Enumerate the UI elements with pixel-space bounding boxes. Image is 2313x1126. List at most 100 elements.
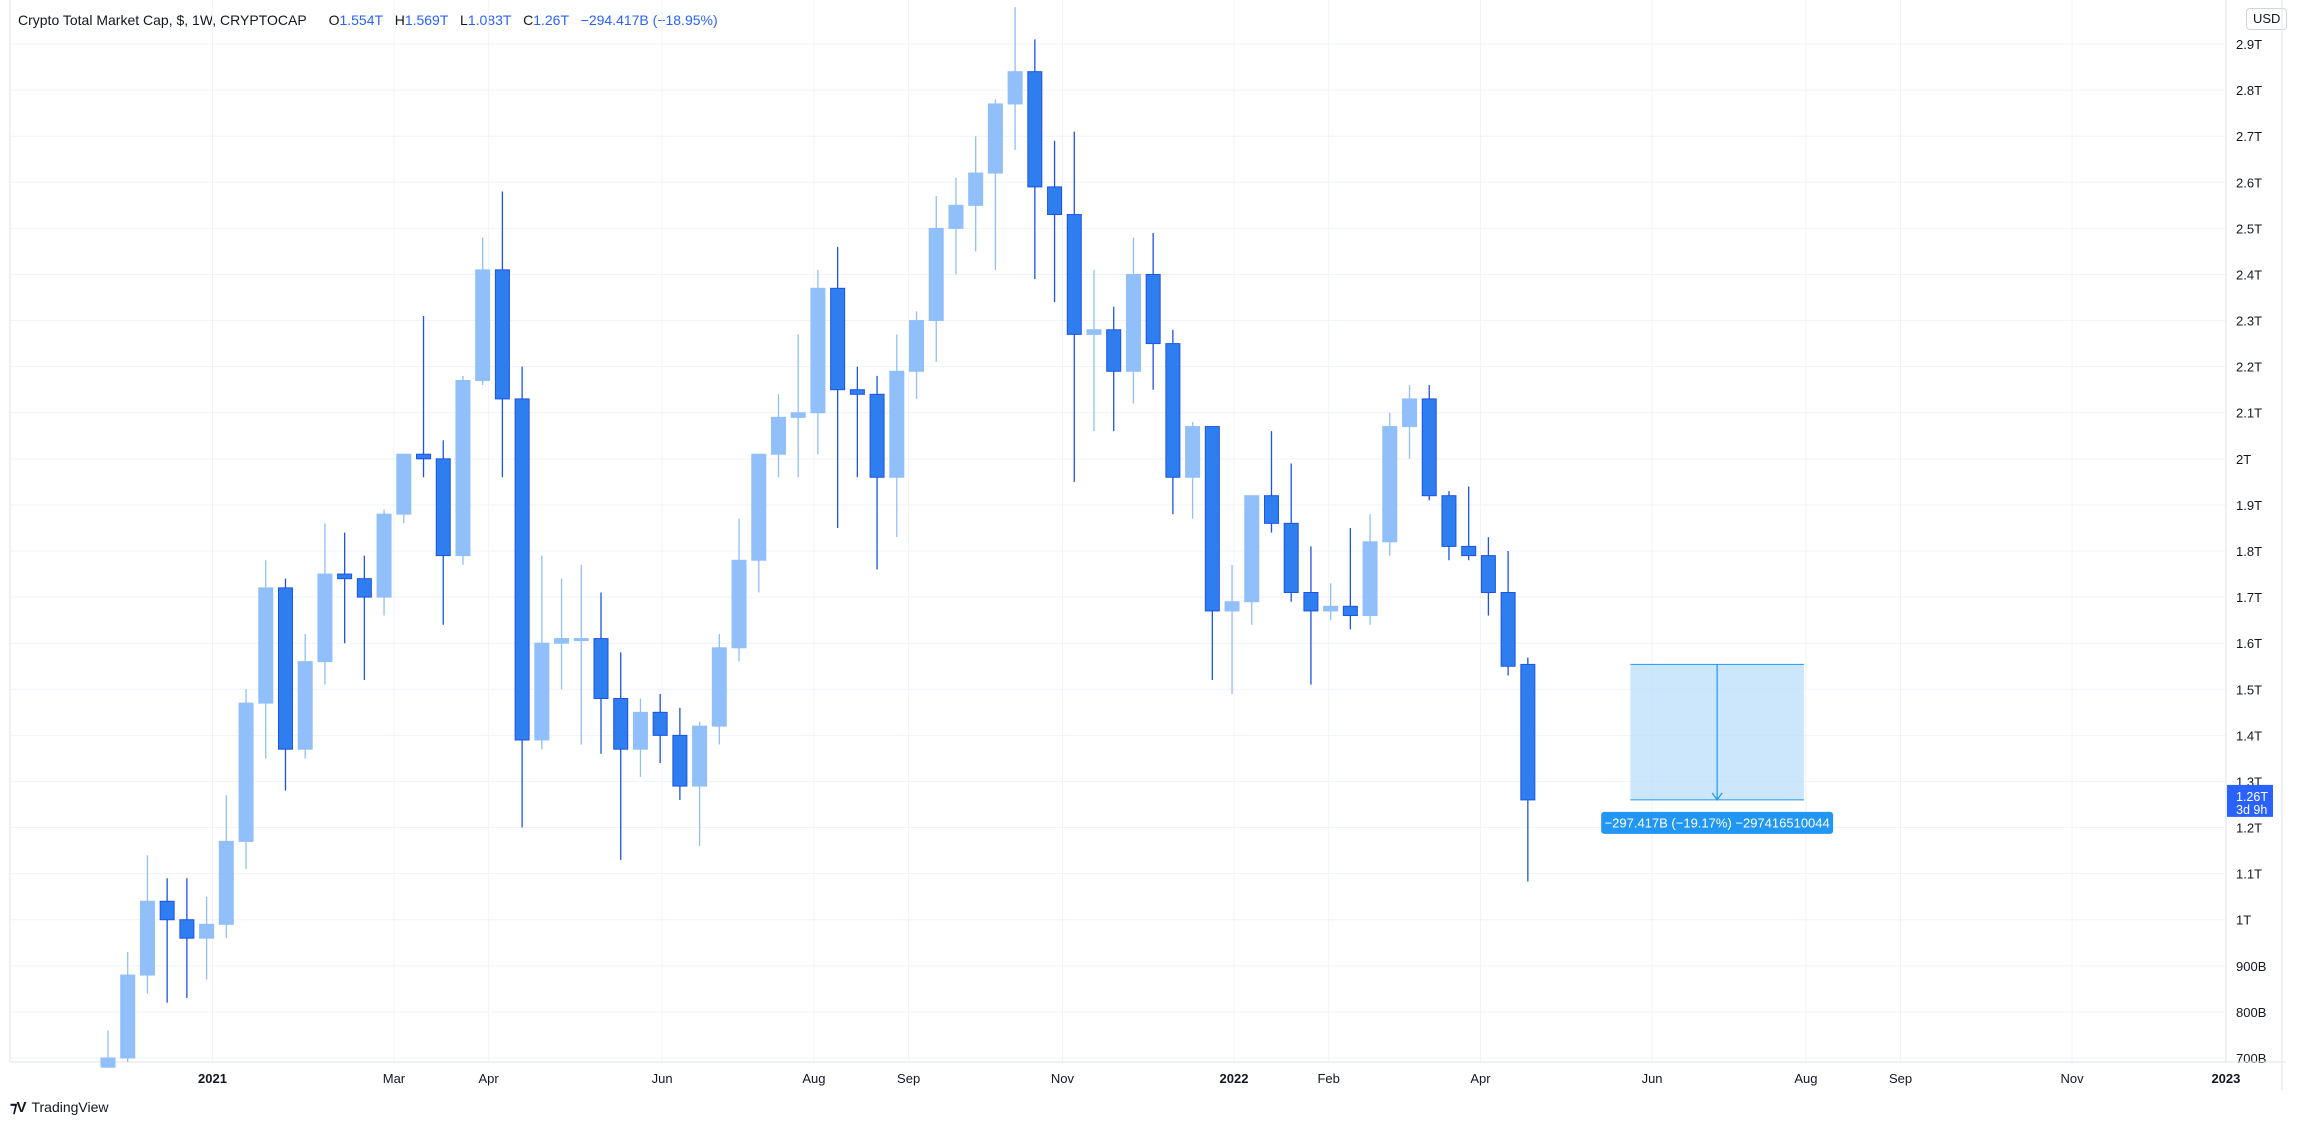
x-tick-label: Apr — [1470, 1071, 1491, 1086]
candle-body — [1520, 663, 1536, 801]
candle-body — [139, 900, 155, 976]
candle-body — [554, 638, 570, 644]
candle-body — [1382, 426, 1398, 543]
candle-body — [1165, 343, 1181, 478]
candle-body — [1480, 555, 1496, 593]
y-tick-label: 2.4T — [2236, 267, 2262, 282]
candle-body — [258, 587, 274, 704]
candlestick-chart[interactable]: 2.9T 2.8T 2.7T 2.6T 2.5T 2.4T 2.3T 2.2T 2.1T 2T 1.… — [0, 0, 2313, 1090]
candle-body — [1342, 605, 1358, 617]
y-tick-label: 1.4T — [2236, 728, 2262, 743]
chart-legend: Crypto Total Market Cap, $, 1W, CRYPTOCA… — [18, 12, 718, 28]
x-tick-label: 2021 — [198, 1071, 227, 1086]
y-tick-label: 1.1T — [2236, 867, 2262, 882]
candle-body — [790, 412, 806, 418]
axes: 2.9T 2.8T 2.7T 2.6T 2.5T 2.4T 2.3T 2.2T 2.1T 2T 1.… — [9, 0, 2286, 1090]
candle-body — [1066, 214, 1082, 335]
low-label: L — [460, 12, 468, 28]
x-tick-label: Aug — [802, 1071, 825, 1086]
low-value: 1.083T — [467, 12, 512, 28]
candle-body — [1185, 426, 1201, 478]
close-label: C — [523, 12, 534, 28]
candle-body — [692, 725, 708, 787]
y-tick-label: 2.8T — [2236, 83, 2262, 98]
y-tick-label: 1T — [2236, 913, 2251, 928]
price-range-measure[interactable]: −297.417B (−19.17%) −297416510044 — [1601, 663, 1834, 834]
x-tick-label: Mar — [383, 1071, 406, 1086]
change-value: −294.417B (−18.95%) — [580, 12, 718, 28]
candle-body — [514, 398, 530, 741]
candle-body — [179, 919, 195, 939]
y-tick-label: 2.6T — [2236, 175, 2262, 190]
candle-body — [100, 1057, 116, 1068]
y-tick-label: 1.6T — [2236, 636, 2262, 651]
candle-body — [238, 702, 254, 842]
y-tick-label: 1.2T — [2236, 821, 2262, 836]
y-tick-label: 1.5T — [2236, 682, 2262, 697]
open-value: 1.554T — [339, 12, 383, 28]
candle-body — [751, 453, 767, 561]
candle-body — [1303, 591, 1319, 612]
grid-lines — [10, 0, 2227, 1062]
candle-body — [159, 900, 175, 921]
tradingview-logo[interactable]: ⁊V TradingView — [10, 1098, 109, 1116]
y-tick-label: 1.9T — [2236, 498, 2262, 513]
x-tick-label: Feb — [1317, 1071, 1339, 1086]
candle-body — [1283, 522, 1299, 593]
candle-body — [1047, 186, 1063, 216]
x-tick-label: Jun — [1642, 1071, 1663, 1086]
candle-body — [1224, 601, 1240, 612]
bar-countdown: 3d 9h — [2236, 803, 2267, 817]
candle-body — [337, 573, 353, 580]
x-tick-label: Nov — [1051, 1071, 1075, 1086]
candle-body — [593, 638, 609, 699]
candle-body — [987, 103, 1003, 174]
candle-body — [1204, 426, 1220, 612]
y-tick-label: 2.5T — [2236, 221, 2262, 236]
y-tick-label: 2.7T — [2236, 129, 2262, 144]
measure-label: −297.417B (−19.17%) −297416510044 — [1605, 815, 1830, 830]
y-tick-label: 2.9T — [2236, 37, 2262, 52]
x-tick-label: Sep — [897, 1071, 920, 1086]
candle-body — [672, 734, 688, 787]
candle-body — [928, 227, 944, 322]
candle-body — [968, 172, 984, 206]
candle-body — [1244, 495, 1260, 603]
candle-body — [1461, 545, 1477, 557]
candle-body — [376, 513, 392, 598]
y-tick-label: 1.7T — [2236, 590, 2262, 605]
candle-body — [1125, 273, 1141, 372]
candle-body — [1323, 605, 1339, 612]
candle-body — [573, 638, 589, 642]
candle-body — [1263, 495, 1279, 524]
candle-body — [948, 204, 964, 229]
candle-body — [494, 269, 510, 400]
candle-body — [356, 578, 372, 598]
candle-body — [199, 923, 215, 939]
high-label: H — [394, 12, 405, 28]
candle-body — [455, 379, 471, 557]
candle-body — [770, 416, 786, 455]
last-price-value: 1.26T — [2236, 790, 2268, 804]
candles — [100, 7, 1536, 1068]
candle-body — [1007, 71, 1023, 105]
x-tick-label: Nov — [2061, 1071, 2085, 1086]
currency-button[interactable]: USD — [2246, 8, 2288, 30]
candle-body — [1145, 273, 1161, 345]
y-tick-label: 800B — [2236, 1005, 2266, 1020]
candle-body — [869, 393, 885, 478]
candle-body — [416, 453, 432, 460]
candle-body — [652, 711, 668, 736]
candle-body — [1500, 591, 1516, 667]
x-tick-label: 2023 — [2211, 1071, 2240, 1086]
candle-body — [889, 370, 905, 478]
y-tick-label: 1.8T — [2236, 544, 2262, 559]
tradingview-logo-icon: ⁊V — [10, 1099, 27, 1116]
y-tick-label: 700B — [2236, 1051, 2266, 1066]
brand-name: TradingView — [31, 1099, 109, 1115]
candle-body — [1027, 71, 1043, 188]
high-value: 1.569T — [404, 12, 449, 28]
candle-body — [613, 697, 629, 750]
candle-body — [731, 559, 747, 649]
